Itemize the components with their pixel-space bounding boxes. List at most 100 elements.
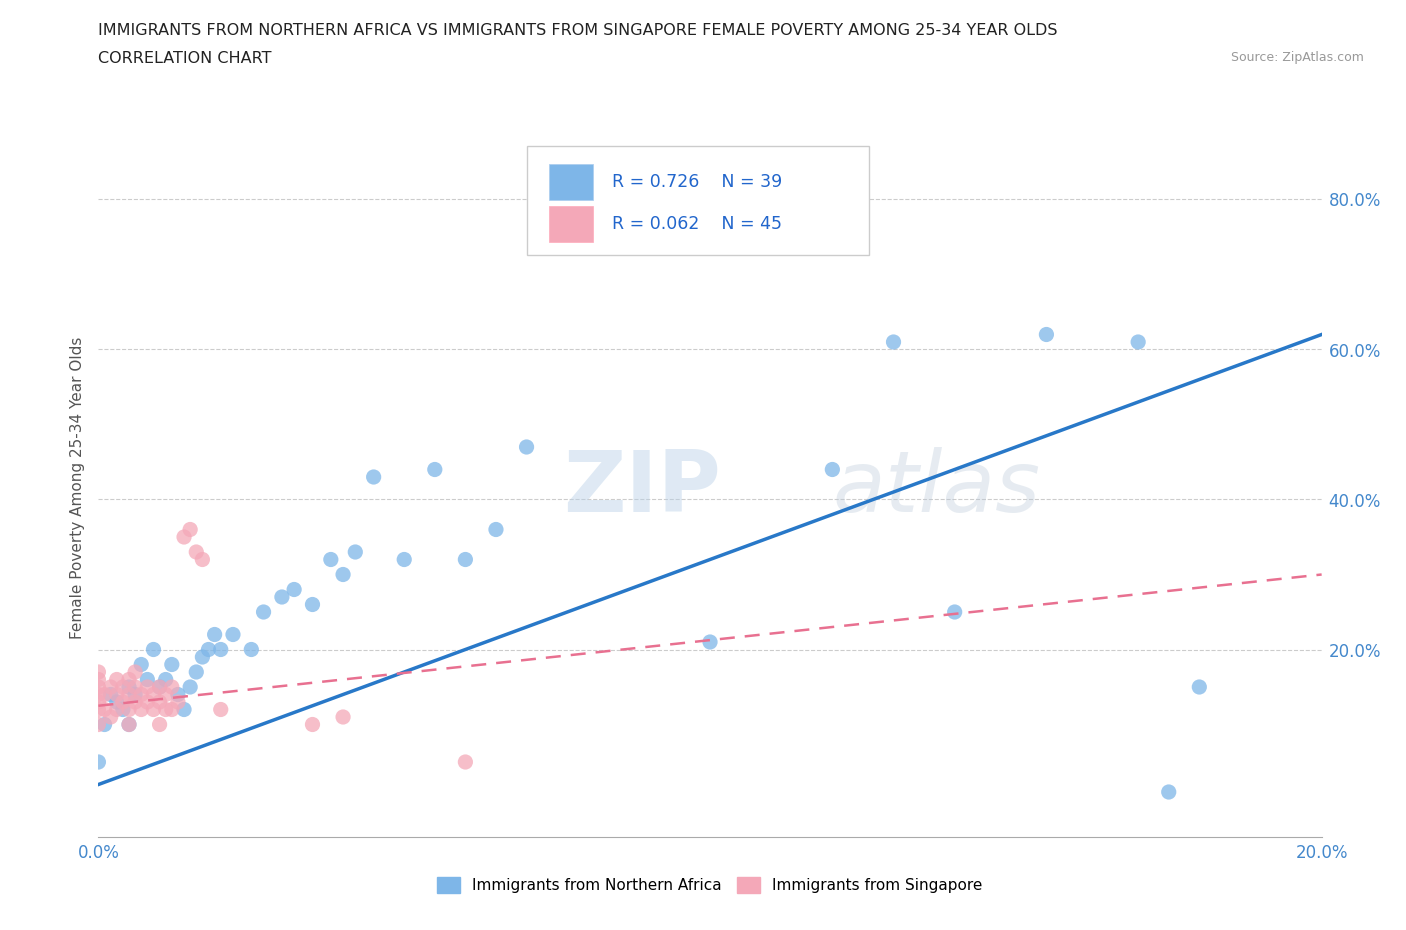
Point [454, 754, 477, 769]
Point [124, 695, 146, 710]
Point [142, 687, 165, 702]
Point [186, 665, 208, 680]
Point [149, 717, 172, 732]
Point [100, 710, 122, 724]
Point [197, 642, 219, 657]
Point [124, 665, 146, 680]
Point [319, 552, 342, 567]
Point [240, 642, 263, 657]
Point [186, 545, 208, 560]
Point [87, 754, 110, 769]
FancyBboxPatch shape [548, 164, 592, 200]
Text: CORRELATION CHART: CORRELATION CHART [98, 51, 271, 66]
Point [173, 702, 195, 717]
Point [883, 335, 905, 350]
Point [301, 597, 323, 612]
Point [142, 642, 165, 657]
Point [136, 672, 159, 687]
Point [209, 642, 232, 657]
Point [1035, 327, 1057, 342]
Point [87, 680, 110, 695]
Point [87, 717, 110, 732]
Point [93, 687, 115, 702]
Text: Source: ZipAtlas.com: Source: ZipAtlas.com [1230, 51, 1364, 64]
Point [87, 687, 110, 702]
Point [93, 717, 115, 732]
Point [485, 522, 508, 537]
Point [191, 552, 214, 567]
Point [136, 680, 159, 695]
Point [87, 695, 110, 710]
Point [222, 627, 245, 642]
Point [516, 440, 538, 455]
Text: R = 0.062    N = 45: R = 0.062 N = 45 [612, 215, 782, 232]
Point [136, 695, 159, 710]
Y-axis label: Female Poverty Among 25-34 Year Olds: Female Poverty Among 25-34 Year Olds [69, 337, 84, 640]
Legend: Immigrants from Northern Africa, Immigrants from Singapore: Immigrants from Northern Africa, Immigra… [432, 870, 988, 899]
Point [149, 680, 172, 695]
Point [118, 717, 141, 732]
Text: R = 0.726    N = 39: R = 0.726 N = 39 [612, 173, 782, 191]
Point [167, 695, 190, 710]
Point [204, 627, 226, 642]
Point [118, 672, 141, 687]
Point [167, 687, 190, 702]
Text: ZIP: ZIP [564, 446, 721, 530]
Point [155, 687, 177, 702]
Point [191, 649, 214, 664]
Point [105, 672, 128, 687]
Point [943, 604, 966, 619]
Point [105, 687, 128, 702]
Point [129, 702, 152, 717]
Point [283, 582, 305, 597]
Point [111, 702, 134, 717]
Point [105, 702, 128, 717]
Point [155, 672, 177, 687]
Point [149, 695, 172, 710]
Point [1128, 335, 1150, 350]
Point [160, 680, 183, 695]
Point [252, 604, 274, 619]
Point [87, 665, 110, 680]
Point [179, 522, 201, 537]
Point [392, 552, 416, 567]
Point [179, 680, 201, 695]
Point [87, 702, 110, 717]
Point [160, 658, 183, 672]
Point [105, 695, 128, 710]
Point [142, 702, 165, 717]
Point [423, 462, 446, 477]
Point [209, 702, 232, 717]
Point [1157, 785, 1180, 800]
Point [344, 545, 367, 560]
Text: IMMIGRANTS FROM NORTHERN AFRICA VS IMMIGRANTS FROM SINGAPORE FEMALE POVERTY AMON: IMMIGRANTS FROM NORTHERN AFRICA VS IMMIG… [98, 23, 1057, 38]
Point [111, 695, 134, 710]
Point [160, 702, 183, 717]
Point [118, 687, 141, 702]
Point [118, 702, 141, 717]
Point [129, 658, 152, 672]
Point [118, 680, 141, 695]
Point [149, 680, 172, 695]
Point [1188, 680, 1211, 695]
Point [111, 680, 134, 695]
Point [118, 717, 141, 732]
Point [270, 590, 292, 604]
Point [332, 567, 354, 582]
Point [93, 702, 115, 717]
Point [821, 462, 844, 477]
Point [363, 470, 385, 485]
Point [155, 702, 177, 717]
Point [129, 687, 152, 702]
Text: atlas: atlas [832, 446, 1040, 530]
FancyBboxPatch shape [526, 147, 869, 255]
Point [332, 710, 354, 724]
Point [454, 552, 477, 567]
Point [699, 634, 721, 649]
Point [124, 680, 146, 695]
Point [100, 680, 122, 695]
Point [301, 717, 323, 732]
FancyBboxPatch shape [548, 206, 592, 242]
Point [124, 687, 146, 702]
Point [173, 529, 195, 544]
